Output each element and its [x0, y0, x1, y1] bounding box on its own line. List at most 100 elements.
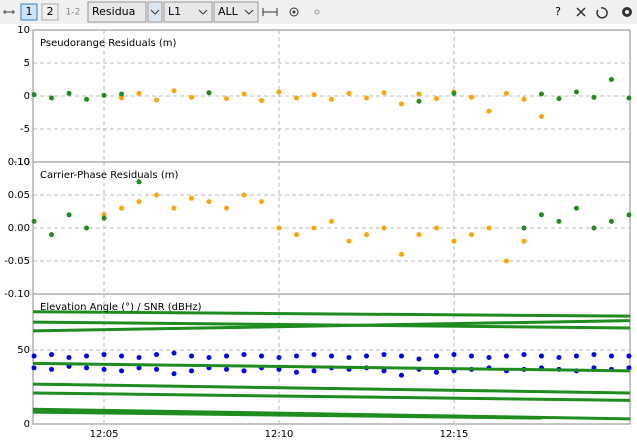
y-tick-label: 0 — [24, 419, 30, 430]
data-point — [329, 218, 334, 224]
data-point — [416, 98, 422, 104]
data-point — [381, 368, 387, 374]
data-point — [311, 352, 317, 358]
data-point — [49, 95, 55, 101]
data-point — [346, 90, 352, 96]
data-point — [136, 365, 142, 371]
dropdown-label[interactable]: L1 — [168, 5, 181, 18]
dropdown[interactable] — [87, 1, 147, 23]
data-point — [154, 97, 160, 103]
y-tick-label: 0.10 — [8, 157, 30, 168]
data-point — [84, 96, 90, 102]
data-point — [66, 212, 72, 218]
data-point — [241, 91, 247, 97]
data-point — [154, 352, 160, 358]
data-point — [486, 108, 492, 114]
data-point — [363, 232, 369, 238]
dropdown-label[interactable]: Residua — [92, 5, 135, 18]
data-point — [66, 90, 72, 96]
data-point — [503, 353, 509, 359]
button[interactable] — [20, 3, 38, 21]
dropdown-arrow[interactable] — [147, 1, 163, 23]
x-tick-label: 12:10 — [265, 429, 294, 440]
icon-fit[interactable] — [262, 8, 278, 16]
data-point — [573, 89, 579, 95]
icon-point[interactable] — [314, 9, 320, 15]
data-point — [224, 96, 230, 102]
data-point — [171, 88, 177, 94]
data-point — [538, 353, 544, 359]
data-point — [451, 352, 457, 358]
data-point — [363, 353, 369, 359]
data-point — [398, 372, 404, 378]
data-point — [119, 95, 125, 101]
help-button[interactable]: ? — [555, 5, 561, 18]
data-point — [433, 96, 439, 102]
data-point — [119, 205, 125, 211]
y-tick-label: 10 — [17, 25, 30, 36]
data-point — [573, 353, 579, 359]
data-point — [556, 218, 562, 224]
data-point — [136, 90, 142, 96]
data-point — [171, 371, 177, 377]
data-point — [468, 94, 474, 100]
data-point — [189, 368, 195, 374]
data-point — [189, 195, 195, 201]
elevation-line — [32, 319, 631, 333]
data-point — [486, 355, 492, 361]
data-point — [276, 89, 282, 95]
data-point — [31, 92, 37, 98]
y-tick-label: -0.05 — [4, 256, 30, 267]
plot-title: Pseudorange Residuals (m) — [40, 38, 177, 49]
icon-settings-hole — [625, 10, 629, 14]
plot-title: Carrier-Phase Residuals (m) — [40, 170, 178, 181]
data-point — [241, 192, 247, 198]
button[interactable] — [41, 3, 59, 21]
data-point — [49, 366, 55, 372]
dropdown-label[interactable]: ALL — [218, 5, 239, 18]
data-point — [66, 355, 72, 361]
elevation-line — [32, 310, 631, 318]
icon-close[interactable] — [576, 7, 586, 17]
button-label[interactable]: 1 — [26, 5, 33, 18]
y-tick-label: 0.05 — [8, 190, 30, 201]
data-point — [241, 352, 247, 358]
icon-chevron — [244, 9, 254, 15]
data-point — [626, 95, 632, 101]
elevation-line — [32, 391, 631, 402]
data-point — [206, 90, 212, 96]
data-point — [398, 101, 404, 107]
data-point — [591, 225, 597, 231]
x-tick-label: 12:15 — [440, 429, 469, 440]
data-point — [433, 225, 439, 231]
icon-center[interactable] — [289, 7, 299, 17]
data-point — [276, 366, 282, 372]
y-tick-label: -10 — [14, 157, 30, 168]
data-point — [259, 353, 265, 359]
y-tick-label: 5 — [24, 58, 30, 69]
data-point — [206, 199, 212, 205]
data-point — [346, 238, 352, 244]
y-tick-label: 0.00 — [8, 223, 30, 234]
dropdown[interactable] — [163, 1, 213, 23]
data-point — [416, 91, 422, 97]
data-point — [241, 368, 247, 374]
icon-chevron — [150, 9, 160, 15]
data-point — [433, 369, 439, 375]
data-point — [294, 353, 300, 359]
data-point — [189, 353, 195, 359]
data-point — [433, 353, 439, 359]
icon-range[interactable] — [3, 10, 15, 14]
icon-refresh[interactable] — [596, 7, 608, 19]
data-point — [101, 352, 107, 358]
data-point — [136, 355, 142, 361]
button-label[interactable]: 2 — [47, 5, 54, 18]
data-point — [84, 365, 90, 371]
dropdown[interactable] — [213, 1, 259, 23]
button-label[interactable]: 1-2 — [66, 8, 81, 18]
data-point — [224, 353, 230, 359]
data-point — [503, 258, 509, 264]
data-point — [224, 366, 230, 372]
